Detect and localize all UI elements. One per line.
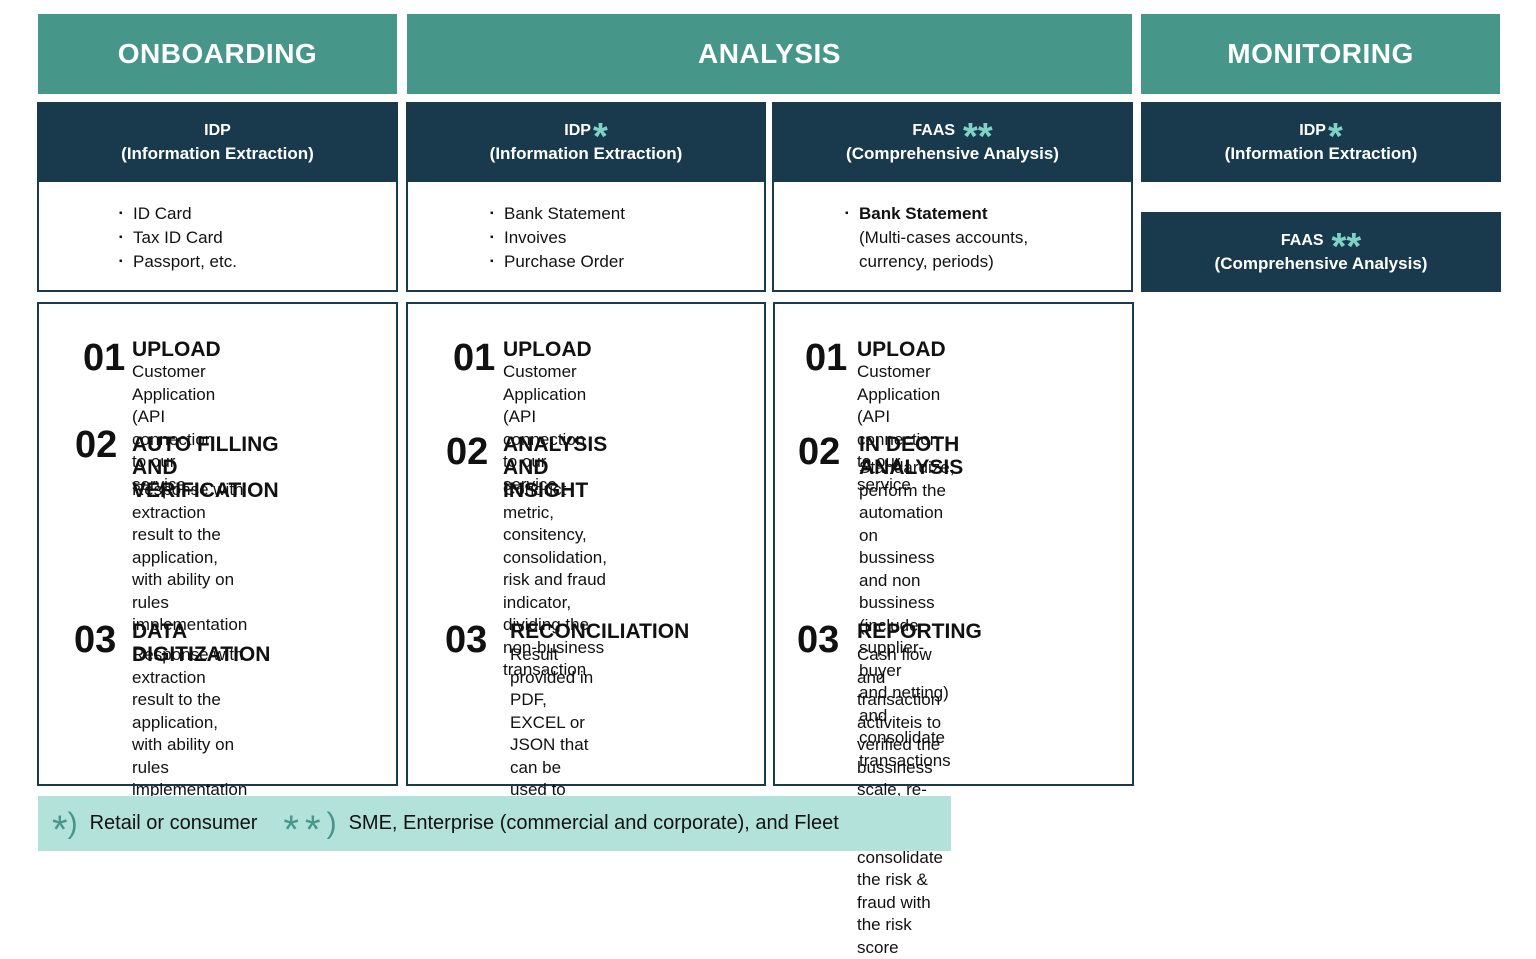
step-number: 02 xyxy=(75,424,118,466)
step-number: 01 xyxy=(83,337,126,379)
phase-header-onboarding: ONBOARDING xyxy=(38,14,397,94)
double-asterisk-icon: ** xyxy=(963,116,993,158)
legend-label-sme: SME, Enterprise (commercial and corporat… xyxy=(348,812,839,834)
step-description: Response with extraction result to the ap… xyxy=(132,645,248,799)
document-list-onboarding: ID Card Tax ID Card Passport, etc. xyxy=(37,182,398,292)
service-name: FAAS xyxy=(912,122,956,139)
asterisk-icon: * xyxy=(52,807,68,852)
list-item: Bank Statement xyxy=(490,202,625,226)
service-name: IDP xyxy=(564,122,591,139)
document-list-analysis-idp: Bank Statement Invoives Purchase Order xyxy=(406,182,766,292)
step-title: ANALYSIS AND INSIGHT xyxy=(503,433,608,502)
service-name: IDP xyxy=(1299,122,1326,139)
service-header-onboarding-idp: IDP (Information Extraction) xyxy=(37,102,398,182)
step-number: 01 xyxy=(453,337,496,379)
step-description: Standardize, perform the automation on bu… xyxy=(859,458,955,770)
service-subtitle: (Information Extraction) xyxy=(1224,144,1418,163)
step-title: UPLOAD xyxy=(132,338,221,361)
steps-panel-analysis-idp: 01 UPLOAD Customer Application (API conne… xyxy=(406,302,766,844)
service-subtitle: (Information Extraction) xyxy=(489,144,683,163)
service-name: FAAS xyxy=(1280,232,1324,249)
service-header-analysis-faas: FAAS ** (Comprehensive Analysis) xyxy=(772,102,1133,182)
legend-label-retail: Retail or consumer xyxy=(89,812,258,834)
phase-header-monitoring: MONITORING xyxy=(1141,14,1500,94)
service-name: IDP xyxy=(204,122,231,139)
step-title: UPLOAD xyxy=(857,338,946,361)
list-item: Tax ID Card xyxy=(119,226,237,250)
step-description: Conduct metric, consitency, consolidation… xyxy=(503,480,607,679)
paren-icon: ) xyxy=(67,806,78,840)
step-number: 03 xyxy=(74,619,117,661)
steps-panel-analysis-faas: 01 UPLOAD Customer Application (API conne… xyxy=(773,302,1134,957)
step-title: DATA DIGITIZATION xyxy=(132,620,271,666)
service-subtitle: (Comprehensive Analysis) xyxy=(846,144,1059,163)
step-description: Response with extraction result to the ap… xyxy=(132,480,248,634)
document-list-analysis-faas: Bank Statement (Multi-cases accounts, cu… xyxy=(772,182,1133,292)
step-number: 03 xyxy=(797,619,840,661)
step-number: 02 xyxy=(446,431,489,473)
list-item: Purchase Order xyxy=(490,250,625,274)
step-description: Customer Application (API connection to o… xyxy=(503,362,587,494)
step-title: IN DEOTH ANALYSIS xyxy=(859,433,964,479)
step-description: Customer Application (API connection to o… xyxy=(857,362,941,494)
step-title: UPLOAD xyxy=(503,338,592,361)
step-number: 03 xyxy=(445,619,488,661)
asterisk-icon: * xyxy=(592,116,608,158)
paren-icon: ) xyxy=(326,806,337,840)
step-title: AUTO FILLING AND VERIFICATION xyxy=(132,433,279,502)
step-number: 02 xyxy=(798,431,841,473)
list-item: ID Card xyxy=(119,202,237,226)
service-header-monitoring-faas: FAAS ** (Comprehensive Analysis) xyxy=(1141,212,1501,292)
list-item-detail: (Multi-cases accounts, xyxy=(859,228,1029,247)
service-header-monitoring-idp: IDP * (Information Extraction) xyxy=(1141,102,1501,182)
list-item: Invoives xyxy=(490,226,625,250)
service-subtitle: (Comprehensive Analysis) xyxy=(1214,254,1428,273)
step-description: Customer Application (API connection to o… xyxy=(132,362,216,494)
step-title: REPORTING xyxy=(857,620,982,643)
double-asterisk-icon: ** xyxy=(283,807,327,852)
phase-header-analysis: ANALYSIS xyxy=(407,14,1132,94)
step-number: 01 xyxy=(805,337,848,379)
list-item-detail: currency, periods) xyxy=(859,252,994,271)
steps-panel-onboarding: 01 UPLOAD Customer Application (API conne… xyxy=(37,302,398,799)
list-item: Passport, etc. xyxy=(119,250,237,274)
list-item: Bank Statement xyxy=(845,202,1028,226)
step-title: RECONCILIATION xyxy=(510,620,690,643)
double-asterisk-icon: ** xyxy=(1331,226,1362,268)
service-subtitle: (Information Extraction) xyxy=(121,144,314,163)
legend: * ) Retail or consumer ** ) SME, Enterpr… xyxy=(38,796,951,851)
service-header-analysis-idp: IDP * (Information Extraction) xyxy=(406,102,766,182)
asterisk-icon: * xyxy=(1327,116,1343,158)
